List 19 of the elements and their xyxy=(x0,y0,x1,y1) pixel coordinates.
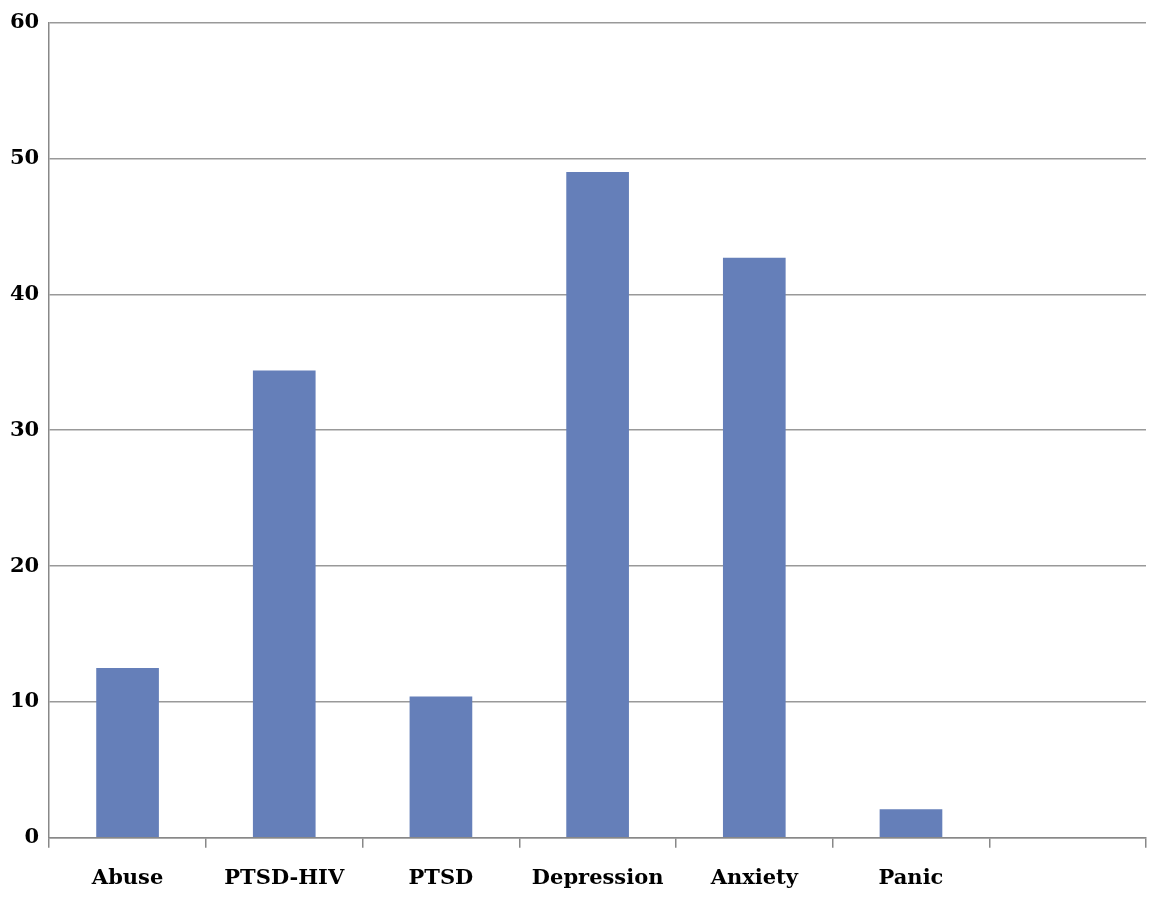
y-tick-label: 50 xyxy=(9,143,40,169)
bar xyxy=(722,257,786,838)
x-tick-label: Panic xyxy=(878,863,944,889)
bar xyxy=(566,172,629,838)
y-tick-label: 30 xyxy=(9,415,40,441)
y-tick-label: 20 xyxy=(9,551,40,577)
y-tick-label: 60 xyxy=(9,8,40,34)
y-tick-label: 40 xyxy=(9,279,40,305)
x-tick-label: Anxiety xyxy=(709,863,799,889)
x-tick-label: Depression xyxy=(531,863,664,889)
bar xyxy=(409,696,473,838)
bar xyxy=(96,667,159,838)
x-tick-label: PTSD xyxy=(408,863,474,889)
x-tick-label: Abuse xyxy=(90,863,164,889)
bar xyxy=(252,370,316,838)
y-tick-label: 0 xyxy=(24,823,40,849)
x-tick-label: PTSD-HIV xyxy=(224,863,345,889)
y-tick-label: 10 xyxy=(9,687,40,713)
bar xyxy=(879,809,943,838)
